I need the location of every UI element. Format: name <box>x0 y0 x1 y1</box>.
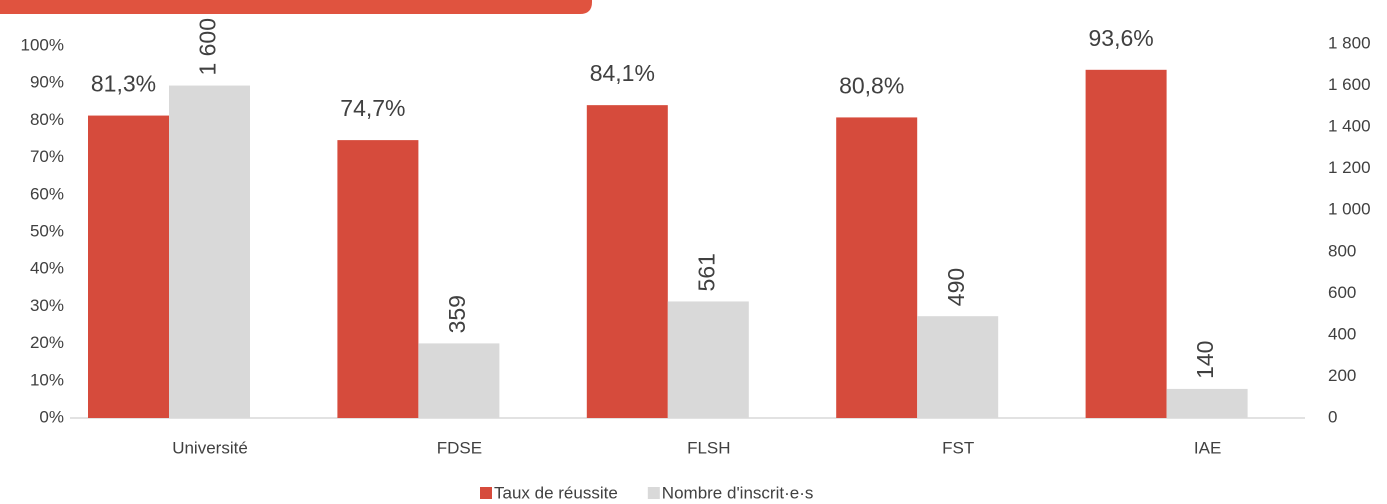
bar <box>337 140 419 418</box>
tick-label: 50% <box>30 221 64 240</box>
tick-label: 40% <box>30 259 64 278</box>
bar <box>88 115 169 419</box>
header-banner <box>0 0 592 14</box>
data-label: 81,3% <box>91 71 156 97</box>
tick-label: 70% <box>30 147 64 166</box>
tick-label: 100% <box>21 35 64 54</box>
tick-label: 0 <box>1328 407 1337 426</box>
tick-label: 800 <box>1328 241 1356 260</box>
tick-label: 600 <box>1328 283 1356 302</box>
x-tick-label: FDSE <box>437 438 482 457</box>
x-tick-label: FLSH <box>687 438 730 457</box>
legend-label: Nombre d'inscrit·e·s <box>662 483 814 502</box>
bar <box>169 85 250 419</box>
tick-label: 1 000 <box>1328 200 1371 219</box>
tick-label: 10% <box>30 370 64 389</box>
data-label: 93,6% <box>1088 25 1153 51</box>
bar <box>917 316 999 418</box>
tick-label: 400 <box>1328 324 1356 343</box>
bar <box>1166 388 1248 418</box>
legend-swatch <box>480 487 492 499</box>
tick-label: 20% <box>30 333 64 352</box>
tick-label: 1 200 <box>1328 158 1371 177</box>
bar <box>586 105 668 418</box>
tick-label: 200 <box>1328 366 1356 385</box>
data-label: 74,7% <box>340 95 405 121</box>
bar <box>1085 69 1167 419</box>
bar <box>667 301 749 418</box>
tick-label: 1 600 <box>1328 75 1371 94</box>
tick-label: 60% <box>30 184 64 203</box>
tick-label: 30% <box>30 296 64 315</box>
data-label: 1 600 <box>195 18 221 76</box>
data-label: 490 <box>943 268 969 306</box>
data-label: 561 <box>693 253 719 291</box>
x-tick-label: FST <box>942 438 974 457</box>
tick-label: 1 800 <box>1328 33 1371 52</box>
bar <box>418 343 500 418</box>
data-label: 84,1% <box>590 60 655 86</box>
tick-label: 0% <box>39 407 64 426</box>
x-tick-label: IAE <box>1194 438 1221 457</box>
data-label: 140 <box>1192 341 1218 379</box>
data-label: 359 <box>444 295 470 333</box>
data-label: 80,8% <box>839 73 904 99</box>
legend-swatch <box>647 487 660 499</box>
x-tick-label: Université <box>172 438 248 457</box>
tick-label: 80% <box>30 110 64 129</box>
tick-label: 1 400 <box>1328 117 1371 136</box>
legend-label: Taux de réussite <box>494 483 618 502</box>
tick-label: 90% <box>30 73 64 92</box>
bar <box>836 117 918 418</box>
